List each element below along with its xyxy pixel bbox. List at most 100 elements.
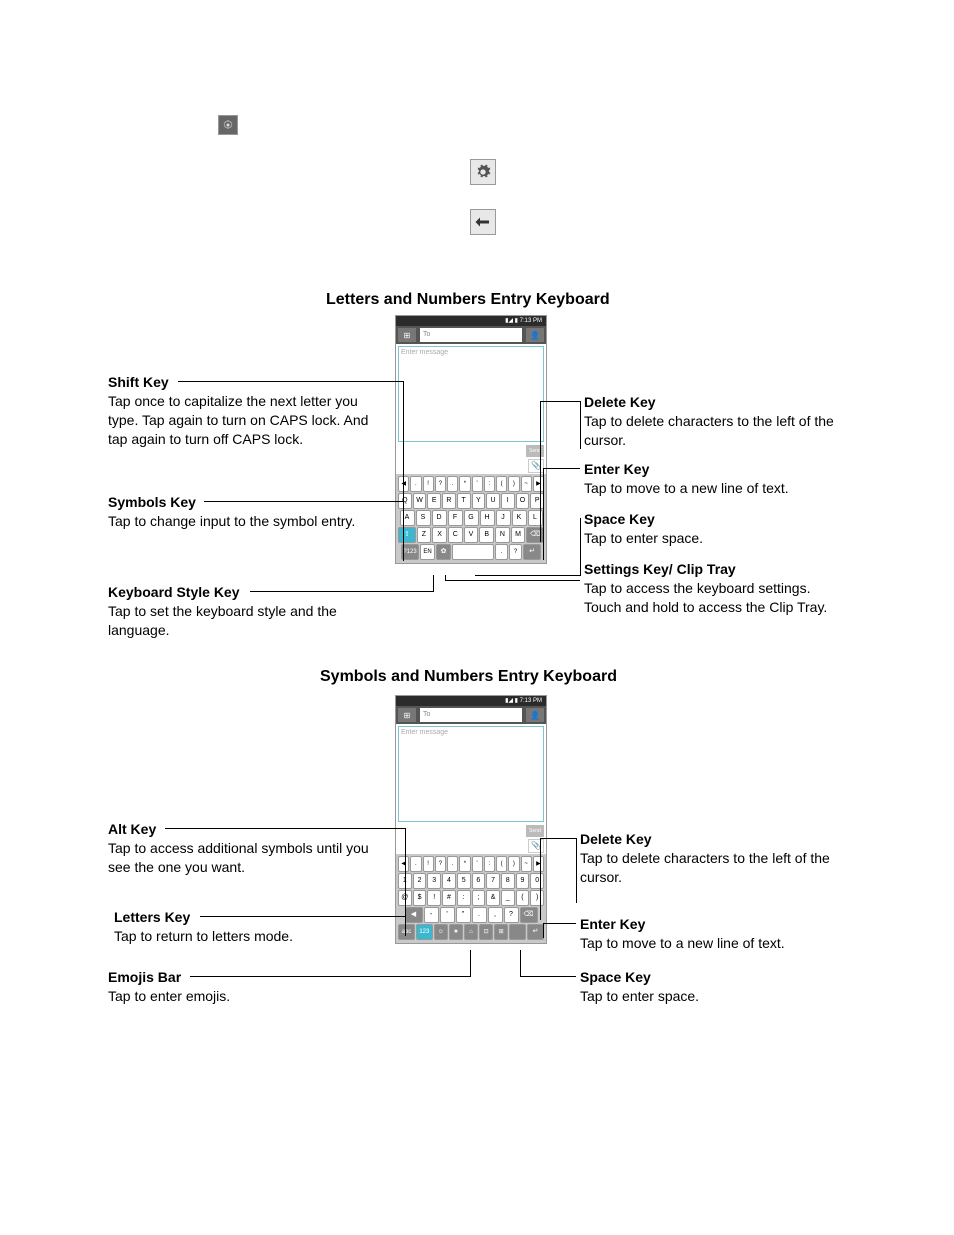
key-dollar[interactable]: $ [413,890,427,906]
emoji-key[interactable]: ★ [449,924,463,940]
key-rparen[interactable]: ) [530,890,544,906]
key[interactable]: . [472,907,487,923]
enter-key[interactable]: ↵ [527,924,544,940]
key-h[interactable]: H [480,510,495,526]
space-key[interactable] [452,544,494,560]
key-x[interactable]: X [432,527,447,543]
key-e[interactable]: E [427,493,441,509]
key[interactable]: - [424,907,439,923]
key[interactable]: : [484,856,495,872]
emoji-key[interactable]: ☺ [434,924,448,940]
alt-key[interactable]: ◀ [405,907,423,923]
key-6[interactable]: 6 [472,873,486,889]
key-colon[interactable]: : [457,890,471,906]
key-j[interactable]: J [496,510,511,526]
message-area[interactable]: Enter message [398,726,544,822]
key[interactable]: ? [504,907,519,923]
key[interactable]: ' [472,856,483,872]
key[interactable]: * [459,476,470,492]
key[interactable]: . [410,856,421,872]
key-o[interactable]: O [516,493,530,509]
key-c[interactable]: C [448,527,463,543]
to-field[interactable]: To [420,708,522,722]
key[interactable]: ! [423,476,434,492]
lang-key[interactable]: EN [420,544,435,560]
key-under[interactable]: _ [501,890,515,906]
enter-key[interactable]: ↵ [523,544,541,560]
delete-key[interactable]: ⌫ [520,907,538,923]
key[interactable]: . [447,856,458,872]
space-key[interactable] [509,924,526,940]
key[interactable]: . [447,476,458,492]
key[interactable]: ) [508,856,519,872]
avatar-icon[interactable]: 👤 [526,328,544,342]
key-m[interactable]: M [511,527,526,543]
key-lparen[interactable]: ( [516,890,530,906]
key-5[interactable]: 5 [457,873,471,889]
key-s[interactable]: S [416,510,431,526]
shift-key[interactable]: ⇧ [398,527,416,543]
key-r[interactable]: R [442,493,456,509]
attach-button[interactable]: 📎 [528,839,544,853]
key[interactable]: ( [496,856,507,872]
key-a[interactable]: A [400,510,415,526]
to-field[interactable]: To [420,328,522,342]
key-hash[interactable]: # [442,890,456,906]
key-t[interactable]: T [457,493,471,509]
key[interactable]: ! [423,856,434,872]
emoji-key[interactable]: ⌂ [464,924,478,940]
key[interactable]: ▶ [533,856,544,872]
key[interactable]: * [459,856,470,872]
attach-button[interactable]: 📎 [528,459,544,473]
key[interactable]: ◀ [398,856,409,872]
key[interactable]: ? [435,476,446,492]
key[interactable]: ' [472,476,483,492]
key-2[interactable]: 2 [413,873,427,889]
key-u[interactable]: U [486,493,500,509]
key-4[interactable]: 4 [442,873,456,889]
emoji-key[interactable]: ⊞ [494,924,508,940]
key[interactable]: ( [496,476,507,492]
key-y[interactable]: Y [472,493,486,509]
delete-key[interactable]: ⌫ [526,527,544,543]
q-key[interactable]: ? [509,544,522,560]
grid-icon[interactable]: ⊞ [398,708,416,722]
key-amp[interactable]: & [486,890,500,906]
settings-key[interactable]: ✿ [436,544,451,560]
key-g[interactable]: G [464,510,479,526]
key-d[interactable]: D [432,510,447,526]
grid-icon[interactable]: ⊞ [398,328,416,342]
key-8[interactable]: 8 [501,873,515,889]
send-button[interactable]: Send [526,445,544,457]
key-9[interactable]: 9 [516,873,530,889]
key-v[interactable]: V [464,527,479,543]
key[interactable]: ) [508,476,519,492]
key-7[interactable]: 7 [486,873,500,889]
key[interactable]: ~ [521,856,532,872]
letters-key[interactable]: abc [398,924,415,940]
key-3[interactable]: 3 [427,873,441,889]
key[interactable]: ' [440,907,455,923]
key-k[interactable]: K [512,510,527,526]
emoji-key[interactable]: ⊡ [479,924,493,940]
key-p[interactable]: P [530,493,544,509]
avatar-icon[interactable]: 👤 [526,708,544,722]
key[interactable]: . [410,476,421,492]
key[interactable]: , [488,907,503,923]
message-area[interactable]: Enter message [398,346,544,442]
key-n[interactable]: N [495,527,510,543]
key[interactable]: ~ [521,476,532,492]
key-w[interactable]: W [413,493,427,509]
key[interactable]: : [484,476,495,492]
key-z[interactable]: Z [417,527,432,543]
key[interactable]: ? [435,856,446,872]
123-key[interactable]: 123 [416,924,433,940]
dot-key[interactable]: . [495,544,508,560]
key-i[interactable]: I [501,493,515,509]
send-button[interactable]: Send [526,825,544,837]
key[interactable]: " [456,907,471,923]
key-0[interactable]: 0 [530,873,544,889]
key-excl[interactable]: ! [427,890,441,906]
key-semi[interactable]: ; [472,890,486,906]
key-b[interactable]: B [479,527,494,543]
